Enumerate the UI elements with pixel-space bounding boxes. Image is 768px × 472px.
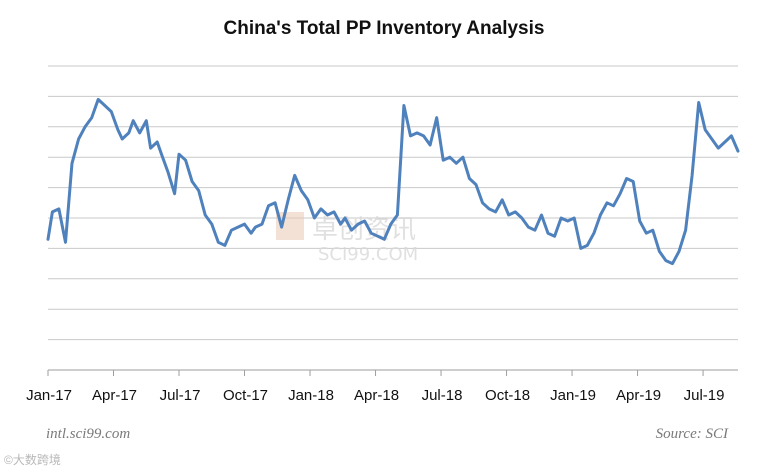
watermark-text-en: SCI99.COM: [318, 244, 418, 265]
x-tick-label: Jan-19: [550, 387, 596, 404]
x-axis-ticks: [47, 370, 704, 376]
x-tick-label: Jan-18: [288, 387, 334, 404]
source-label: Source: SCI: [655, 426, 728, 442]
watermark-text-cn: 卓创资讯: [312, 215, 416, 245]
x-tick-label: Apr-19: [616, 387, 661, 404]
x-tick-label: Oct-17: [223, 387, 268, 404]
gridlines: [48, 65, 738, 341]
x-tick-label: Oct-18: [485, 387, 530, 404]
x-tick-label: Jan-17: [26, 387, 72, 404]
x-tick-label: Jul-17: [160, 387, 201, 404]
x-axis-labels: Jan-17 Apr-17 Jul-17 Oct-17 Jan-18 Apr-18 Jul-…: [26, 387, 724, 404]
chart-title: China's Total PP Inventory Analysis: [223, 18, 545, 39]
inventory-series-line: [46, 97, 740, 266]
x-tick-label: Apr-18: [354, 387, 399, 404]
corner-watermark: ©大数跨境: [4, 453, 61, 467]
x-tick-label: Apr-17: [92, 387, 137, 404]
site-url: intl.sci99.com: [46, 426, 131, 442]
watermark: 卓创资讯 SCI99.COM: [276, 212, 418, 265]
x-tick-label: Jul-19: [684, 387, 725, 404]
x-tick-label: Jul-18: [422, 387, 463, 404]
